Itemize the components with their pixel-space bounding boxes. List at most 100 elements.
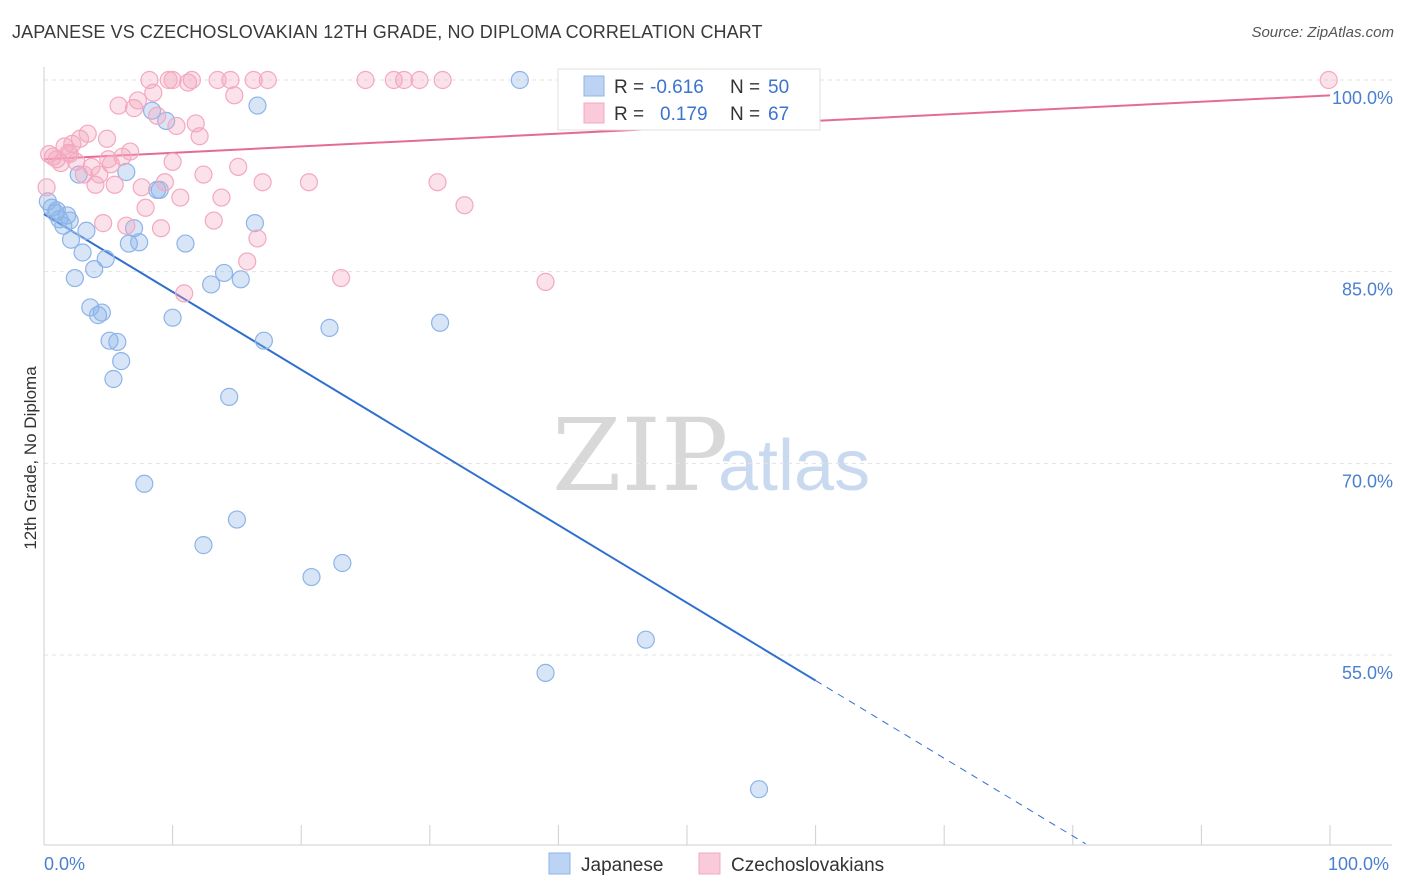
point-japanese-7 — [65, 268, 84, 288]
point-czechoslovakians-22 — [121, 142, 140, 161]
point-japanese-40 — [333, 553, 352, 573]
point-czechoslovakians-62 — [1319, 70, 1338, 90]
legend-n-label-japanese: N = — [730, 77, 760, 98]
point-japanese-15 — [96, 249, 115, 268]
point-czechoslovakians-0 — [37, 178, 56, 197]
point-czechoslovakians-44 — [212, 188, 231, 207]
point-czechoslovakians-16 — [97, 129, 117, 148]
trend-line-extension-japanese — [815, 680, 1086, 845]
watermark-atlas: atlas — [718, 426, 870, 506]
point-japanese-18 — [108, 332, 127, 352]
y-tick-label-2: 70.0% — [1342, 471, 1393, 491]
legend-n-value-japanese: 50 — [768, 77, 789, 98]
point-japanese-48 — [117, 162, 136, 182]
point-czechoslovakians-61 — [536, 272, 555, 291]
legend-swatch-japanese — [583, 75, 605, 97]
point-czechoslovakians-63 — [238, 252, 257, 271]
legend-r-value-czechoslovakians: 0.179 — [660, 104, 708, 125]
point-japanese-12 — [85, 260, 104, 279]
point-japanese-5 — [58, 206, 77, 225]
point-czechoslovakians-56 — [394, 70, 414, 90]
point-czechoslovakians-53 — [331, 268, 351, 288]
legend-r-label-japanese: R = — [614, 77, 644, 98]
point-japanese-26 — [157, 111, 176, 130]
point-japanese-11 — [81, 298, 100, 317]
point-japanese-44 — [636, 630, 655, 649]
point-czechoslovakians-38 — [182, 70, 201, 90]
chart-title: JAPANESE VS CZECHOSLOVAKIAN 12TH GRADE, … — [12, 22, 763, 42]
point-japanese-46 — [148, 180, 167, 199]
bottom-legend-swatch-japanese — [548, 852, 571, 875]
watermark-zip: ZIP — [552, 397, 728, 514]
point-czechoslovakians-30 — [151, 219, 171, 238]
point-czechoslovakians-45 — [221, 70, 240, 90]
point-czechoslovakians-65 — [60, 145, 79, 164]
point-czechoslovakians-66 — [99, 150, 118, 169]
trend-line-japanese — [43, 213, 817, 682]
point-czechoslovakians-11 — [78, 124, 97, 143]
point-japanese-43 — [536, 663, 555, 682]
point-japanese-14 — [92, 303, 111, 322]
point-czechoslovakians-34 — [167, 116, 186, 136]
point-czechoslovakians-42 — [204, 211, 223, 230]
point-czechoslovakians-14 — [90, 165, 109, 184]
point-japanese-22 — [130, 233, 149, 252]
point-czechoslovakians-43 — [208, 70, 227, 90]
point-japanese-34 — [231, 270, 250, 289]
data-points — [37, 70, 1338, 799]
point-japanese-17 — [104, 369, 123, 389]
point-czechoslovakians-19 — [109, 96, 128, 115]
series-legend: Japanese Czechoslovakians — [548, 852, 884, 876]
x-tick-label-max: 100.0% — [1328, 854, 1389, 874]
point-japanese-19 — [112, 352, 131, 371]
point-japanese-32 — [220, 387, 239, 406]
point-czechoslovakians-59 — [433, 70, 452, 90]
point-czechoslovakians-64 — [163, 70, 182, 90]
legend-r-value-japanese: -0.616 — [650, 77, 704, 98]
point-czechoslovakians-18 — [105, 175, 124, 194]
legend-swatch-czechoslovakians — [583, 102, 605, 124]
point-czechoslovakians-41 — [194, 165, 213, 184]
point-czechoslovakians-47 — [229, 157, 248, 176]
point-czechoslovakians-33 — [163, 152, 182, 171]
point-japanese-39 — [320, 318, 339, 337]
point-japanese-38 — [302, 567, 321, 587]
point-czechoslovakians-57 — [410, 70, 429, 90]
point-czechoslovakians-21 — [117, 216, 136, 235]
point-czechoslovakians-32 — [159, 70, 178, 90]
point-japanese-37 — [254, 331, 274, 350]
point-czechoslovakians-10 — [74, 165, 93, 184]
point-czechoslovakians-48 — [244, 70, 263, 90]
point-czechoslovakians-25 — [132, 178, 151, 197]
legend-n-label-czechoslovakians: N = — [730, 104, 760, 125]
point-czechoslovakians-13 — [86, 175, 105, 194]
point-czechoslovakians-15 — [94, 214, 113, 233]
y-axis-label: 12th Grade, No Diploma — [21, 366, 40, 550]
point-czechoslovakians-35 — [171, 188, 190, 207]
point-japanese-30 — [202, 275, 221, 294]
point-japanese-42 — [510, 70, 529, 90]
point-japanese-23 — [135, 474, 154, 493]
point-japanese-6 — [61, 230, 81, 249]
point-japanese-29 — [194, 536, 213, 555]
point-czechoslovakians-55 — [384, 70, 403, 90]
point-japanese-41 — [430, 313, 450, 332]
point-czechoslovakians-36 — [175, 284, 194, 303]
point-czechoslovakians-60 — [455, 196, 474, 215]
bottom-legend-swatch-czechoslovakians — [698, 852, 721, 875]
stats-legend: R = -0.616 N = 50 R = 0.179 N = 67 — [557, 68, 821, 131]
point-japanese-33 — [227, 510, 246, 529]
point-japanese-24 — [142, 101, 162, 120]
y-tick-labels: 100.0% 85.0% 70.0% 55.0% — [1332, 88, 1393, 683]
point-czechoslovakians-52 — [299, 173, 319, 192]
bottom-legend-label-czechoslovakians: Czechoslovakians — [731, 855, 884, 876]
y-tick-label-0: 100.0% — [1332, 88, 1393, 108]
point-japanese-36 — [248, 96, 267, 115]
point-czechoslovakians-26 — [136, 198, 155, 217]
point-czechoslovakians-31 — [155, 173, 174, 192]
point-japanese-45 — [749, 780, 769, 799]
point-czechoslovakians-49 — [248, 229, 267, 248]
point-czechoslovakians-54 — [356, 70, 375, 90]
bottom-legend-label-japanese: Japanese — [581, 855, 663, 876]
point-japanese-10 — [77, 221, 96, 240]
